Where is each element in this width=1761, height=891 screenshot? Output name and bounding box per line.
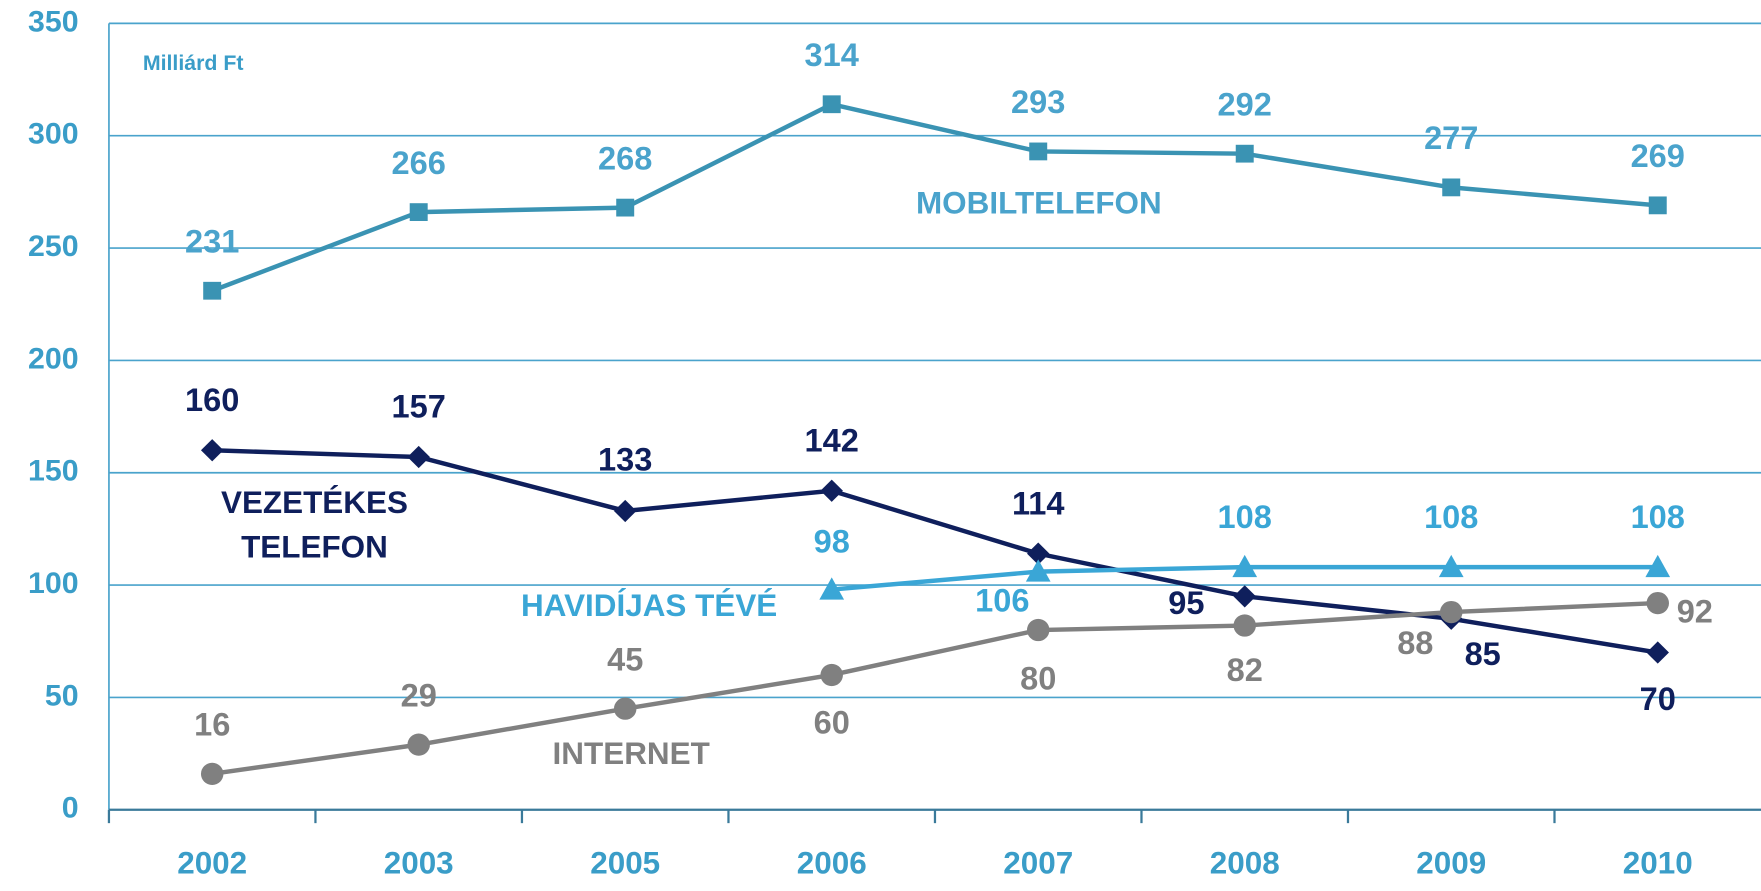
data-label: 231	[185, 224, 239, 260]
marker	[820, 663, 843, 687]
marker	[1233, 585, 1256, 608]
data-label: 70	[1640, 681, 1676, 717]
x-tick-label: 2002	[177, 846, 247, 881]
y-axis-label: Milliárd Ft	[143, 52, 244, 75]
data-label: 98	[814, 524, 850, 560]
marker	[1026, 618, 1050, 642]
data-label: 95	[1168, 585, 1204, 621]
data-label: 157	[392, 389, 446, 425]
data-label: 292	[1218, 87, 1272, 123]
data-label: 106	[975, 582, 1029, 618]
marker	[1648, 196, 1667, 215]
series-name: HAVIDÍJAS TÉVÉ	[520, 588, 778, 623]
y-tick-label: 300	[28, 118, 79, 151]
series-name: INTERNET	[552, 736, 710, 771]
y-tick-label: 200	[28, 342, 79, 375]
data-label: 82	[1227, 652, 1263, 688]
marker	[1232, 554, 1258, 578]
marker	[1233, 614, 1256, 637]
marker	[616, 198, 635, 217]
data-label: 45	[607, 642, 643, 678]
series-name-box: HAVIDÍJAS TÉVÉ	[520, 588, 778, 623]
data-label: 268	[598, 141, 652, 177]
data-label: 133	[598, 442, 652, 478]
marker	[1440, 600, 1463, 624]
marker	[1026, 542, 1050, 565]
marker	[200, 762, 224, 785]
y-tick-label: 100	[28, 567, 79, 600]
marker	[407, 733, 430, 756]
data-label: 16	[194, 707, 230, 743]
data-label: 277	[1424, 120, 1478, 156]
x-tick-label: 2003	[384, 846, 454, 881]
marker	[1442, 178, 1461, 197]
x-tick-label: 2006	[797, 846, 867, 881]
series-name: MOBILTELEFON	[915, 185, 1162, 221]
data-label: 269	[1631, 138, 1685, 174]
data-label: 160	[185, 382, 239, 418]
marker	[613, 697, 637, 720]
marker	[407, 445, 430, 469]
marker	[1029, 142, 1048, 161]
marker	[819, 577, 845, 600]
data-label: 29	[401, 678, 437, 714]
marker	[820, 479, 843, 502]
data-label: 85	[1465, 636, 1501, 672]
data-label: 108	[1424, 499, 1478, 535]
data-label: 108	[1631, 499, 1685, 535]
marker	[613, 499, 637, 523]
data-label: 88	[1397, 625, 1433, 661]
marker	[200, 439, 224, 462]
x-tick-label: 2005	[590, 846, 660, 881]
marker	[1025, 559, 1051, 582]
series-line	[211, 101, 1658, 293]
data-label: 266	[392, 145, 446, 181]
marker	[1646, 641, 1669, 664]
marker	[1645, 554, 1671, 578]
data-label: 293	[1011, 84, 1065, 120]
marker	[409, 203, 428, 222]
series-name-box: VEZETÉKES TELEFON	[220, 484, 408, 564]
marker	[203, 281, 222, 300]
x-tick-label: 2009	[1416, 846, 1486, 881]
y-tick-label: 250	[28, 230, 79, 263]
marker	[822, 95, 841, 114]
y-tick-label: 0	[62, 792, 79, 825]
data-label: 60	[814, 705, 850, 741]
x-tick-label: 2007	[1003, 846, 1073, 881]
y-tick-label: 150	[28, 455, 79, 488]
series-name: VEZETÉKES TELEFON	[220, 484, 408, 564]
data-label: 142	[805, 423, 859, 459]
marker	[1438, 554, 1464, 578]
series-line	[211, 600, 1658, 777]
data-label: 80	[1020, 661, 1056, 697]
marker	[1646, 591, 1669, 615]
data-label: 92	[1677, 594, 1713, 630]
y-tick-label: 350	[28, 5, 79, 38]
data-label: 314	[805, 37, 859, 73]
data-label: 114	[1012, 485, 1065, 521]
series-name-box: MOBILTELEFON	[915, 185, 1162, 221]
x-tick-label: 2010	[1623, 846, 1693, 881]
x-tick-label: 2008	[1210, 846, 1280, 881]
data-label: 108	[1218, 499, 1272, 535]
series-name-box: INTERNET	[552, 736, 710, 771]
marker	[1235, 144, 1254, 163]
y-tick-label: 50	[45, 680, 79, 713]
